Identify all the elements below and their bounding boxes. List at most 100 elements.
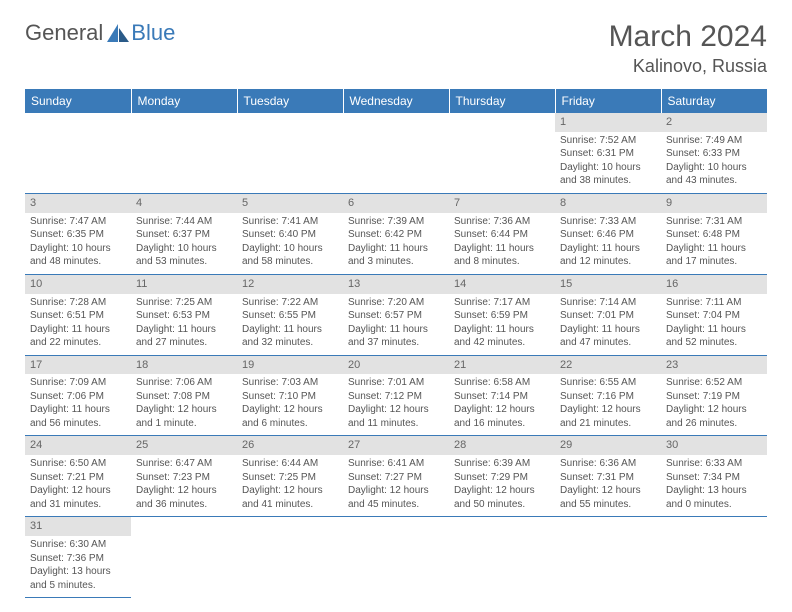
day-cell: 24 Sunrise: 6:50 AMSunset: 7:21 PMDayligh… — [25, 436, 131, 517]
calendar-row: 10Sunrise: 7:28 AMSunset: 6:51 PMDayligh… — [25, 274, 767, 355]
day-info: Sunrise: 7:39 AMSunset: 6:42 PMDaylight:… — [348, 215, 444, 269]
day-info: Sunrise: 6:47 AMSunset: 7:23 PMDaylight:… — [136, 457, 232, 511]
weekday-header: Saturday — [661, 89, 767, 113]
day-info: Sunrise: 6:52 AMSunset: 7:19 PMDaylight:… — [666, 376, 762, 430]
day-cell: 12Sunrise: 7:22 AMSunset: 6:55 PMDayligh… — [237, 274, 343, 355]
day-cell: 18Sunrise: 7:06 AMSunset: 7:08 PMDayligh… — [131, 355, 237, 436]
day-number: 3 — [25, 194, 131, 213]
day-cell: 1 Sunrise: 7:52 AMSunset: 6:31 PMDaylight… — [555, 113, 661, 193]
day-cell: 17Sunrise: 7:09 AMSunset: 7:06 PMDayligh… — [25, 355, 131, 436]
day-cell: 9 Sunrise: 7:31 AMSunset: 6:48 PMDaylight… — [661, 193, 767, 274]
day-number: 9 — [661, 194, 767, 213]
empty-cell — [343, 517, 449, 598]
day-number: 12 — [237, 275, 343, 294]
day-number: 29 — [555, 436, 661, 455]
calendar-row: 17Sunrise: 7:09 AMSunset: 7:06 PMDayligh… — [25, 355, 767, 436]
day-info: Sunrise: 7:47 AMSunset: 6:35 PMDaylight:… — [30, 215, 126, 269]
day-cell: 31 Sunrise: 6:30 AMSunset: 7:36 PMDayligh… — [25, 517, 131, 598]
day-info: Sunrise: 6:30 AMSunset: 7:36 PMDaylight:… — [30, 538, 126, 592]
day-number: 20 — [343, 356, 449, 375]
day-cell: 8Sunrise: 7:33 AMSunset: 6:46 PMDaylight… — [555, 193, 661, 274]
day-cell: 16Sunrise: 7:11 AMSunset: 7:04 PMDayligh… — [661, 274, 767, 355]
weekday-header: Wednesday — [343, 89, 449, 113]
empty-cell — [661, 517, 767, 598]
logo-sail-icon — [107, 24, 129, 42]
day-info: Sunrise: 6:33 AMSunset: 7:34 PMDaylight:… — [666, 457, 762, 511]
day-cell: 13Sunrise: 7:20 AMSunset: 6:57 PMDayligh… — [343, 274, 449, 355]
day-info: Sunrise: 7:17 AMSunset: 6:59 PMDaylight:… — [454, 296, 550, 350]
day-info: Sunrise: 6:58 AMSunset: 7:14 PMDaylight:… — [454, 376, 550, 430]
day-cell: 30 Sunrise: 6:33 AMSunset: 7:34 PMDayligh… — [661, 436, 767, 517]
calendar-row: 24 Sunrise: 6:50 AMSunset: 7:21 PMDayligh… — [25, 436, 767, 517]
empty-cell — [237, 113, 343, 193]
day-info: Sunrise: 6:44 AMSunset: 7:25 PMDaylight:… — [242, 457, 338, 511]
day-number: 7 — [449, 194, 555, 213]
day-cell: 19Sunrise: 7:03 AMSunset: 7:10 PMDayligh… — [237, 355, 343, 436]
empty-cell — [131, 113, 237, 193]
day-cell: 26Sunrise: 6:44 AMSunset: 7:25 PMDayligh… — [237, 436, 343, 517]
title-block: March 2024 Kalinovo, Russia — [609, 20, 767, 77]
calendar-table: SundayMondayTuesdayWednesdayThursdayFrid… — [25, 89, 767, 598]
day-info: Sunrise: 6:55 AMSunset: 7:16 PMDaylight:… — [560, 376, 656, 430]
day-info: Sunrise: 7:11 AMSunset: 7:04 PMDaylight:… — [666, 296, 762, 350]
day-number: 4 — [131, 194, 237, 213]
calendar-row: 1 Sunrise: 7:52 AMSunset: 6:31 PMDaylight… — [25, 113, 767, 193]
weekday-header: Sunday — [25, 89, 131, 113]
day-number: 6 — [343, 194, 449, 213]
month-title: March 2024 — [609, 20, 767, 54]
empty-cell — [449, 517, 555, 598]
day-info: Sunrise: 7:44 AMSunset: 6:37 PMDaylight:… — [136, 215, 232, 269]
day-info: Sunrise: 7:25 AMSunset: 6:53 PMDaylight:… — [136, 296, 232, 350]
day-cell: 7 Sunrise: 7:36 AMSunset: 6:44 PMDaylight… — [449, 193, 555, 274]
day-number: 13 — [343, 275, 449, 294]
day-number: 19 — [237, 356, 343, 375]
day-number: 5 — [237, 194, 343, 213]
day-info: Sunrise: 6:36 AMSunset: 7:31 PMDaylight:… — [560, 457, 656, 511]
day-info: Sunrise: 7:01 AMSunset: 7:12 PMDaylight:… — [348, 376, 444, 430]
day-number: 30 — [661, 436, 767, 455]
empty-cell — [237, 517, 343, 598]
empty-cell — [555, 517, 661, 598]
calendar-body: 1 Sunrise: 7:52 AMSunset: 6:31 PMDaylight… — [25, 113, 767, 598]
weekday-header: Thursday — [449, 89, 555, 113]
day-number: 25 — [131, 436, 237, 455]
empty-cell — [25, 113, 131, 193]
day-number: 1 — [555, 113, 661, 132]
calendar-row: 3 Sunrise: 7:47 AMSunset: 6:35 PMDaylight… — [25, 193, 767, 274]
day-number: 21 — [449, 356, 555, 375]
empty-cell — [343, 113, 449, 193]
day-info: Sunrise: 7:06 AMSunset: 7:08 PMDaylight:… — [136, 376, 232, 430]
day-number: 14 — [449, 275, 555, 294]
day-number: 31 — [25, 517, 131, 536]
day-info: Sunrise: 6:39 AMSunset: 7:29 PMDaylight:… — [454, 457, 550, 511]
day-info: Sunrise: 7:49 AMSunset: 6:33 PMDaylight:… — [666, 134, 762, 188]
day-info: Sunrise: 6:50 AMSunset: 7:21 PMDaylight:… — [30, 457, 126, 511]
day-info: Sunrise: 7:52 AMSunset: 6:31 PMDaylight:… — [560, 134, 656, 188]
logo-text-1: General — [25, 20, 103, 46]
weekday-header: Monday — [131, 89, 237, 113]
day-info: Sunrise: 7:09 AMSunset: 7:06 PMDaylight:… — [30, 376, 126, 430]
day-number: 23 — [661, 356, 767, 375]
day-cell: 6 Sunrise: 7:39 AMSunset: 6:42 PMDaylight… — [343, 193, 449, 274]
calendar-row: 31 Sunrise: 6:30 AMSunset: 7:36 PMDayligh… — [25, 517, 767, 598]
day-cell: 20Sunrise: 7:01 AMSunset: 7:12 PMDayligh… — [343, 355, 449, 436]
weekday-header: Friday — [555, 89, 661, 113]
day-number: 24 — [25, 436, 131, 455]
day-info: Sunrise: 7:31 AMSunset: 6:48 PMDaylight:… — [666, 215, 762, 269]
day-info: Sunrise: 7:33 AMSunset: 6:46 PMDaylight:… — [560, 215, 656, 269]
day-cell: 22Sunrise: 6:55 AMSunset: 7:16 PMDayligh… — [555, 355, 661, 436]
day-number: 10 — [25, 275, 131, 294]
day-info: Sunrise: 7:41 AMSunset: 6:40 PMDaylight:… — [242, 215, 338, 269]
day-number: 18 — [131, 356, 237, 375]
day-cell: 25 Sunrise: 6:47 AMSunset: 7:23 PMDayligh… — [131, 436, 237, 517]
day-info: Sunrise: 7:36 AMSunset: 6:44 PMDaylight:… — [454, 215, 550, 269]
day-info: Sunrise: 7:14 AMSunset: 7:01 PMDaylight:… — [560, 296, 656, 350]
day-cell: 23Sunrise: 6:52 AMSunset: 7:19 PMDayligh… — [661, 355, 767, 436]
empty-cell — [131, 517, 237, 598]
empty-cell — [449, 113, 555, 193]
day-info: Sunrise: 6:41 AMSunset: 7:27 PMDaylight:… — [348, 457, 444, 511]
day-cell: 14 Sunrise: 7:17 AMSunset: 6:59 PMDayligh… — [449, 274, 555, 355]
day-number: 27 — [343, 436, 449, 455]
day-info: Sunrise: 7:03 AMSunset: 7:10 PMDaylight:… — [242, 376, 338, 430]
day-number: 22 — [555, 356, 661, 375]
